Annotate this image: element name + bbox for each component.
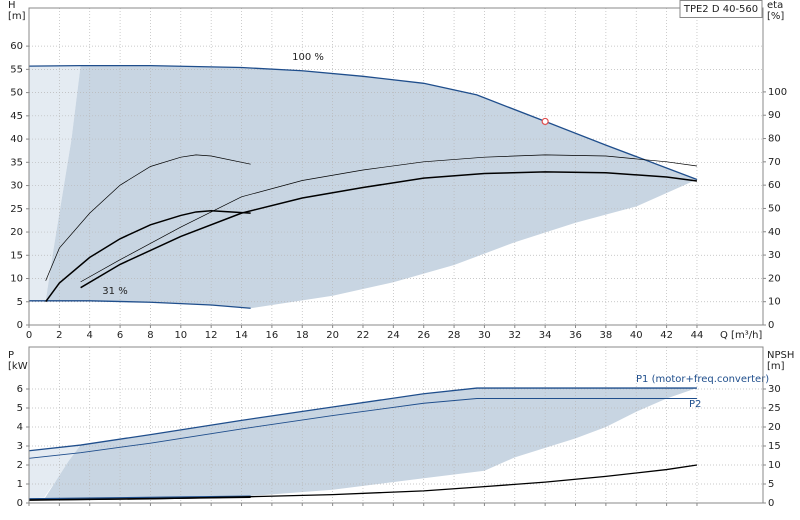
y-tick-label: 2 [17, 460, 23, 471]
y2-tick-label: 60 [768, 180, 781, 191]
operating-area [44, 388, 697, 500]
y-tick-label: 15 [10, 250, 23, 261]
curve [80, 154, 698, 283]
y2-tick-label: 30 [768, 384, 781, 395]
title-box [679, 0, 763, 18]
y2-tick-label: 0 [768, 498, 774, 509]
y2-tick-label: 0 [768, 320, 774, 331]
y2-tick-label: 50 [768, 203, 781, 214]
x-tick-label: 0 [26, 330, 32, 341]
x-tick-label: 32 [508, 330, 521, 341]
x-tick-label: 34 [539, 330, 552, 341]
duty-point [541, 117, 549, 126]
x-tick-label: 42 [660, 330, 673, 341]
y-tick-label: 5 [17, 297, 23, 308]
y-tick-label: 40 [10, 134, 23, 145]
curve [28, 387, 697, 452]
y-tick-label: 60 [10, 41, 23, 52]
y2-tick-label: 25 [768, 403, 781, 414]
x-tick-label: 22 [357, 330, 370, 341]
y2-tick-label: 90 [768, 110, 781, 121]
y-tick-label: 20 [10, 227, 23, 238]
plot-frame [28, 346, 764, 504]
y-tick-label: 35 [10, 157, 23, 168]
y-axis-unit: [m] [8, 11, 26, 22]
y-tick-label: 30 [10, 181, 23, 192]
x-tick-label: 2 [56, 330, 62, 341]
curve [28, 398, 697, 459]
curve-label: P1 (motor+freq.converter) [636, 374, 769, 385]
x-tick-label: 44 [691, 330, 704, 341]
y2-axis-unit: [%] [767, 11, 784, 22]
x-tick-label: 14 [235, 330, 248, 341]
plot-frame [28, 7, 764, 326]
x-axis-label: Q [m³/h] [720, 330, 762, 341]
y-axis-label: H [8, 0, 16, 11]
curve [29, 300, 251, 309]
y-axis-label: P [8, 350, 14, 361]
curve [28, 464, 698, 501]
chart-title: TPE2 D 40-560 [683, 4, 758, 15]
x-tick-label: 4 [87, 330, 93, 341]
y-tick-label: 0 [17, 498, 23, 509]
y2-tick-label: 100 [768, 87, 787, 98]
x-tick-label: 26 [417, 330, 430, 341]
operating-area [29, 66, 81, 301]
y2-tick-label: 10 [768, 460, 781, 471]
y2-tick-label: 70 [768, 157, 781, 168]
y2-tick-label: 80 [768, 134, 781, 145]
y-tick-label: 1 [17, 479, 23, 490]
y-axis-unit: [kW] [8, 361, 32, 372]
curve-label: P2 [689, 399, 701, 410]
y2-tick-label: 40 [768, 227, 781, 238]
y-tick-label: 3 [17, 441, 23, 452]
curve [45, 210, 251, 303]
y-tick-label: 10 [10, 274, 23, 285]
operating-area [29, 445, 81, 500]
y-tick-label: 0 [17, 320, 23, 331]
x-tick-label: 38 [600, 330, 613, 341]
x-tick-label: 20 [326, 330, 339, 341]
y-tick-label: 25 [10, 204, 23, 215]
y-tick-label: 50 [10, 88, 23, 99]
x-tick-label: 18 [296, 330, 309, 341]
y2-tick-label: 20 [768, 273, 781, 284]
x-tick-label: 28 [448, 330, 461, 341]
x-tick-label: 30 [478, 330, 491, 341]
x-tick-label: 36 [569, 330, 582, 341]
y-tick-label: 6 [17, 384, 23, 395]
y-tick-label: 45 [10, 111, 23, 122]
y2-tick-label: 30 [768, 250, 781, 261]
x-tick-label: 40 [630, 330, 643, 341]
plot: 0 2 4 6 8 10 12 14 16 18 20 22 24 26 28 30 32 34 36 38 40 42 4… [10, 7, 787, 341]
y-tick-label: 5 [17, 403, 23, 414]
y2-tick-label: 10 [768, 297, 781, 308]
curve [28, 495, 251, 500]
y2-axis-label: eta [767, 0, 783, 11]
x-tick-label: 10 [174, 330, 187, 341]
y2-axis-unit: [m] [767, 361, 785, 372]
x-tick-label: 16 [266, 330, 279, 341]
x-tick-label: 8 [147, 330, 153, 341]
curve-label: 100 % [292, 52, 324, 63]
x-tick-label: 12 [205, 330, 218, 341]
y-tick-label: 55 [10, 64, 23, 75]
curve [80, 171, 698, 289]
x-tick-label: 6 [117, 330, 123, 341]
curve-label: 31 % [102, 286, 127, 297]
y2-axis-label: NPSH [767, 350, 794, 361]
y2-tick-label: 5 [768, 479, 774, 490]
curve [45, 154, 251, 281]
y-tick-label: 4 [17, 422, 23, 433]
curve [28, 64, 698, 181]
y2-tick-label: 15 [768, 441, 781, 452]
y2-tick-label: 20 [768, 422, 781, 433]
x-tick-label: 24 [387, 330, 400, 341]
